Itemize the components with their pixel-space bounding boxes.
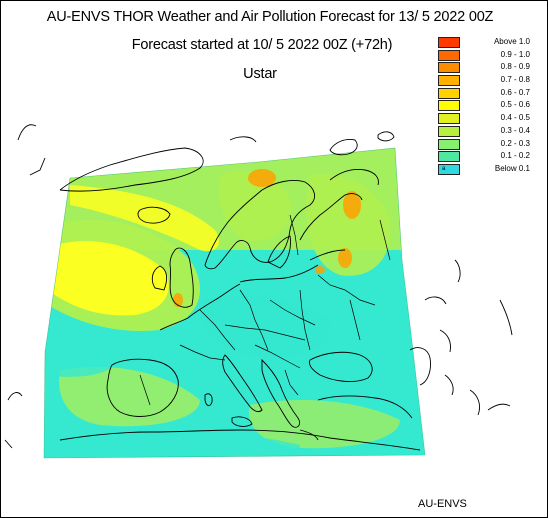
legend-swatch: a <box>438 163 460 175</box>
legend-item: 0.2 - 0.3 <box>438 138 548 151</box>
forecast-start-subtitle: Forecast started at 10/ 5 2022 00Z (+72h… <box>131 37 393 53</box>
legend-swatch <box>438 113 460 125</box>
legend-swatch <box>438 62 460 74</box>
legend-item: 0.6 - 0.7 <box>438 87 548 100</box>
legend-item: 0.3 - 0.4 <box>438 125 548 138</box>
coastlines <box>4 124 513 451</box>
legend-item: Above 1.0 <box>438 36 548 49</box>
legend-label: Above 1.0 <box>493 37 530 46</box>
ustar-field <box>44 148 425 458</box>
legend-label: 0.4 - 0.5 <box>500 113 530 123</box>
legend-label: 0.8 - 0.9 <box>500 62 530 72</box>
credit-label: AU-ENVS <box>418 498 467 510</box>
legend-swatch <box>438 100 460 112</box>
variable-name: Ustar <box>243 66 277 82</box>
country-borders <box>139 214 391 406</box>
legend-label: 0.7 - 0.8 <box>500 75 530 85</box>
legend-item: 0.1 - 0.2 <box>438 150 548 163</box>
legend-label: 0.1 - 0.2 <box>500 151 530 161</box>
legend-label: 0.6 - 0.7 <box>500 87 530 97</box>
legend-item: 0.7 - 0.8 <box>438 74 548 87</box>
legend-swatch <box>438 151 460 163</box>
legend-label: 0.2 - 0.3 <box>500 138 530 148</box>
legend-label: Below 0.1 <box>494 163 530 173</box>
legend-item: 0.9 - 1.0 <box>438 49 548 62</box>
legend-label: 0.3 - 0.4 <box>500 125 530 135</box>
color-legend: Above 1.0 0.9 - 1.0 0.8 - 0.9 0.7 - 0.8 0.6 … <box>438 36 548 176</box>
legend-swatch <box>438 125 460 137</box>
legend-swatch <box>438 75 460 87</box>
legend-item: 0.4 - 0.5 <box>438 112 548 125</box>
legend-swatch <box>438 138 460 150</box>
legend-item: 0.5 - 0.6 <box>438 99 548 112</box>
forecast-title: AU-ENVS THOR Weather and Air Pollution F… <box>46 9 494 25</box>
legend-swatch <box>438 49 460 61</box>
legend-label: 0.9 - 1.0 <box>500 49 530 59</box>
legend-label: 0.5 - 0.6 <box>500 100 530 110</box>
legend-item: a Below 0.1 <box>438 163 548 176</box>
legend-swatch <box>438 37 460 48</box>
legend-item: 0.8 - 0.9 <box>438 61 548 74</box>
legend-swatch <box>438 87 460 99</box>
legend-swatch-mark: a <box>442 165 446 172</box>
